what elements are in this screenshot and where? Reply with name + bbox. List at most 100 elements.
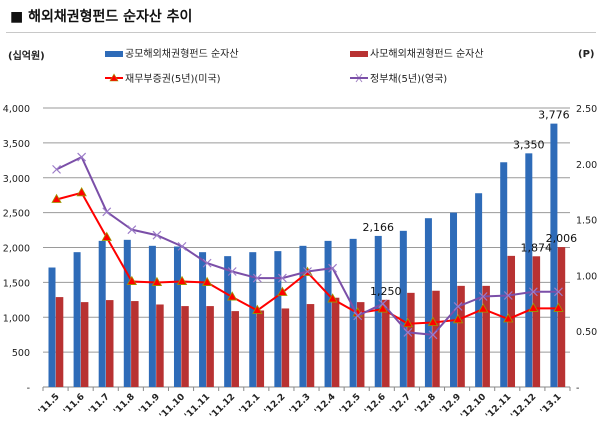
bar-private [55, 297, 64, 387]
point-us-treasury [227, 291, 238, 301]
bar-public [324, 240, 332, 387]
point-us-treasury [151, 276, 163, 286]
bar-public [500, 162, 508, 387]
bar-private [532, 256, 541, 387]
point-uk-gilt [353, 311, 363, 321]
left-tick-label: 1,500 [3, 278, 30, 289]
right-axis-label: (P) [578, 49, 594, 60]
point-us-treasury [76, 187, 87, 197]
bar-private [80, 302, 89, 387]
bar-public [148, 245, 156, 387]
bar-private [231, 311, 239, 387]
bar-public [424, 218, 432, 387]
point-uk-gilt [202, 258, 212, 268]
data-label: 1,874 [521, 241, 553, 254]
point-uk-gilt [127, 225, 137, 235]
point-uk-gilt [403, 328, 413, 337]
left-tick-label: 4,000 [3, 104, 30, 115]
x-tick-label: '11.8 [112, 392, 137, 417]
point-uk-gilt [77, 152, 87, 162]
point-us-treasury [427, 316, 439, 326]
x-tick-label: '12.8 [413, 392, 438, 417]
bar-private [131, 301, 139, 387]
bar-public [173, 246, 181, 387]
point-us-treasury [553, 302, 564, 312]
x-tick-label: '11.11 [183, 392, 212, 421]
point-us-treasury [452, 314, 464, 324]
point-us-treasury [402, 317, 414, 328]
x-tick-label: '12.1 [238, 392, 263, 417]
point-uk-gilt [503, 291, 513, 300]
left-tick-label: 3,500 [3, 139, 30, 150]
bar-private [156, 304, 164, 387]
bar-public [224, 256, 232, 387]
legend-label: 공모해외채권형펀드 순자산 [125, 47, 239, 60]
bar-public [98, 240, 106, 387]
x-tick-label: '11.7 [87, 392, 112, 417]
bar-private [557, 247, 566, 387]
bar-public [399, 230, 407, 387]
bar-public [525, 153, 533, 387]
bar-public [299, 245, 307, 387]
x-tick-label: '12.11 [484, 392, 513, 421]
bar-private [407, 292, 415, 387]
x-tick-label: '11.6 [62, 392, 87, 417]
point-us-treasury [176, 275, 188, 285]
x-tick-label: '12.6 [363, 392, 388, 417]
bar-public [349, 238, 357, 387]
data-label: 3,350 [513, 138, 545, 151]
point-uk-gilt [453, 302, 463, 311]
point-us-treasury [126, 275, 138, 285]
data-label: 1,250 [370, 285, 402, 298]
point-uk-gilt [177, 241, 187, 251]
point-uk-gilt [277, 273, 287, 283]
bar-private [105, 300, 114, 387]
x-tick-label: '12.7 [388, 392, 413, 417]
bar-public [249, 252, 257, 387]
point-us-treasury [528, 302, 539, 312]
chart-title: ■ 해외채권형펀드 순자산 추이 [10, 9, 193, 25]
bar-public [123, 239, 131, 387]
right-tick-label: 1.00 [576, 271, 597, 282]
bar-public [550, 123, 558, 388]
data-label: 2,166 [362, 221, 394, 234]
x-tick-label: '12.4 [313, 392, 338, 417]
legend-label: 재무부증권(5년)(미국) [125, 73, 221, 85]
point-us-treasury [252, 304, 263, 314]
point-us-treasury [327, 293, 338, 303]
bar-private [382, 299, 390, 387]
bar-private [356, 302, 365, 387]
left-tick-label: 2,000 [3, 244, 30, 255]
left-tick-label: 3,000 [3, 174, 30, 185]
bar-public [475, 193, 483, 387]
bar-public [274, 251, 282, 387]
bar-private [181, 306, 189, 387]
right-tick-label: 0.50 [576, 327, 597, 338]
legend-swatch-private [350, 51, 368, 57]
legend-triangle-marker-icon [109, 73, 119, 82]
point-uk-gilt [252, 273, 262, 283]
point-us-treasury [503, 313, 514, 323]
title-divider [6, 32, 596, 33]
bar-private [432, 290, 440, 387]
data-label: 2,006 [546, 232, 578, 245]
bar-private [482, 285, 490, 387]
x-tick-label: '11.10 [158, 392, 187, 421]
point-uk-gilt [102, 207, 112, 217]
x-tick-label: '11.5 [37, 392, 62, 417]
point-uk-gilt [227, 267, 237, 276]
point-us-treasury [101, 231, 112, 241]
x-tick-label: '12.3 [288, 392, 313, 417]
x-tick-label: '12.2 [263, 392, 288, 417]
bar-private [206, 306, 214, 387]
legend-swatch-public [105, 51, 123, 57]
x-tick-label: '11.12 [208, 392, 237, 421]
legend-label: 사모해외채권형펀드 순자산 [370, 47, 484, 60]
x-tick-label: '12.10 [459, 392, 488, 421]
point-uk-gilt [303, 267, 312, 276]
legend-label: 정부채(5년)(영국) [370, 73, 447, 85]
left-tick-label: - [27, 383, 30, 394]
x-tick-label: '13.1 [539, 392, 564, 417]
bar-private [331, 297, 340, 387]
point-uk-gilt [328, 263, 338, 273]
